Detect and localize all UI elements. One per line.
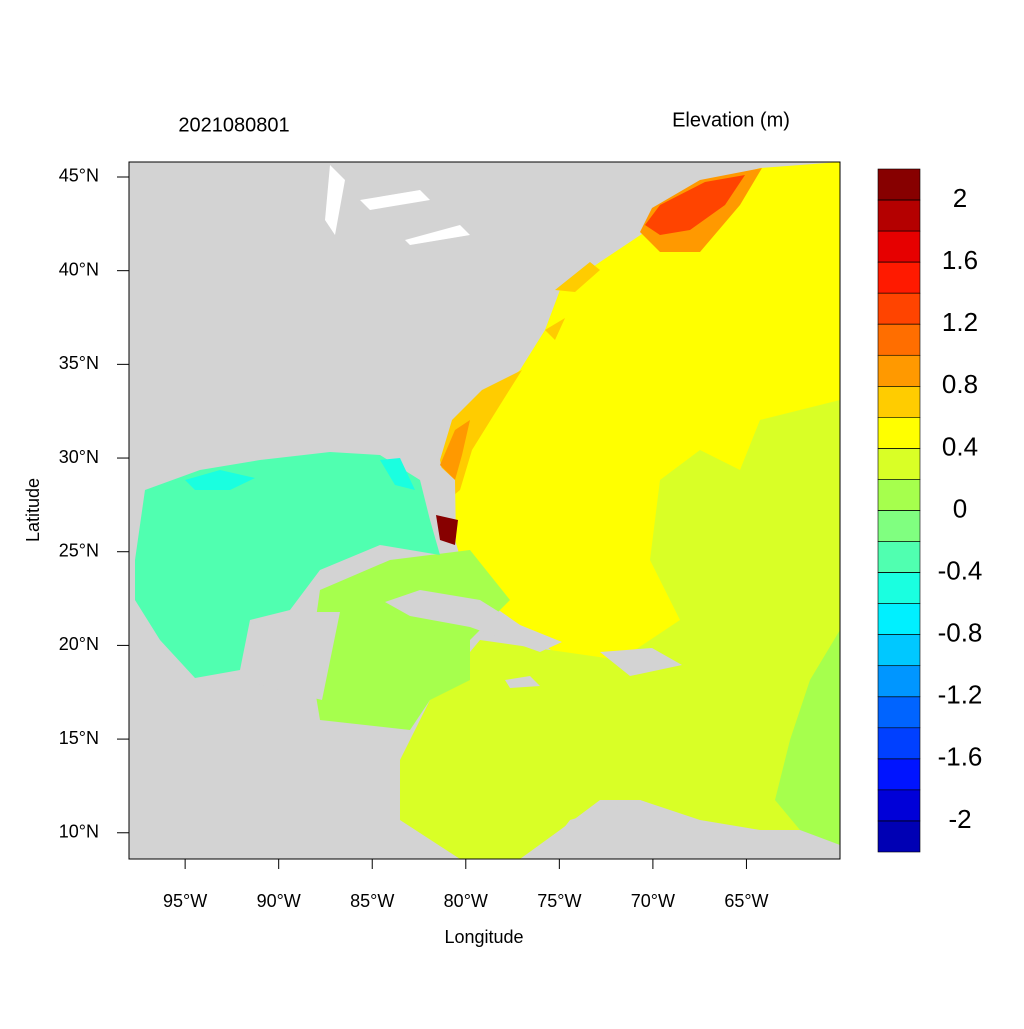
y-tick-label: 35°N	[59, 353, 99, 373]
colorbar-box	[877, 261, 921, 294]
colorbar-label: -0.4	[938, 555, 983, 585]
colorbar-box	[877, 479, 921, 511]
colorbar-box	[877, 448, 921, 480]
x-tick-label: 90°W	[257, 891, 301, 911]
y-axis-label: Latitude	[23, 478, 43, 542]
colorbar-label: -2	[948, 804, 971, 834]
y-tick-label: 20°N	[59, 634, 99, 654]
x-tick-label: 80°W	[444, 891, 488, 911]
colorbar-label: -1.2	[938, 680, 983, 710]
gulf-low	[185, 458, 415, 490]
colorbar-box	[877, 354, 921, 387]
colorbar-label: 1.6	[942, 245, 978, 275]
title: 2021080801	[178, 114, 289, 136]
colorbar-label: 0	[953, 493, 967, 523]
y-tick-label: 30°N	[59, 447, 99, 467]
maine-red	[645, 175, 745, 235]
x-tick-label: 70°W	[631, 891, 675, 911]
colorbar-box	[877, 230, 921, 263]
colorbar-box	[877, 292, 921, 325]
colorbar-box	[877, 572, 921, 604]
colorbar-box	[877, 168, 921, 201]
x-tick-label: 85°W	[350, 891, 394, 911]
colorbar-box	[877, 634, 921, 667]
colorbar-label: 2	[953, 183, 967, 213]
y-tick-label: 15°N	[59, 728, 99, 748]
east-caribbean	[775, 630, 840, 850]
colorbar-label: -0.8	[938, 618, 983, 648]
x-tick-label: 65°W	[724, 891, 768, 911]
colorbar-box	[877, 696, 921, 729]
coastal-high	[440, 420, 470, 480]
caribbean	[400, 400, 840, 859]
y-tick-label: 40°N	[59, 259, 99, 279]
colorbar-label: 0.8	[942, 369, 978, 399]
map-layer	[129, 162, 840, 859]
colorbar-box	[877, 727, 921, 760]
y-tick-label: 45°N	[59, 166, 99, 186]
cuba	[385, 590, 562, 652]
everglades	[436, 515, 458, 545]
great-lakes	[325, 165, 470, 245]
coastal-strip	[440, 370, 522, 500]
colorbar-box	[877, 820, 921, 853]
x-tick-label: 75°W	[537, 891, 581, 911]
south-america	[540, 800, 840, 859]
islands	[505, 648, 682, 688]
colorbar-box	[877, 758, 921, 791]
colorbar-box	[877, 323, 921, 356]
colorbar-box	[877, 510, 921, 542]
colorbar-label: -1.6	[938, 742, 983, 772]
colorbar-title: Elevation (m)	[672, 109, 790, 131]
colorbar-box	[877, 417, 921, 449]
colorbar-box	[877, 665, 921, 698]
colorbar-box	[877, 199, 921, 232]
colorbar-box	[877, 541, 921, 573]
map-frame	[128, 161, 841, 860]
colorbar-box	[877, 386, 921, 418]
y-tick-label: 25°N	[59, 540, 99, 560]
x-tick-label: 95°W	[163, 891, 207, 911]
x-axis-label: Longitude	[444, 927, 523, 947]
colorbar-box	[877, 603, 921, 635]
colorbar-box	[877, 789, 921, 822]
y-tick-label: 10°N	[59, 822, 99, 842]
yucatan	[240, 612, 340, 700]
ne-shelf	[545, 262, 600, 340]
gulf	[135, 452, 440, 678]
colorbar-label: 1.2	[942, 307, 978, 337]
colorbar-label: 0.4	[942, 431, 978, 461]
west-caribbean	[310, 550, 510, 730]
